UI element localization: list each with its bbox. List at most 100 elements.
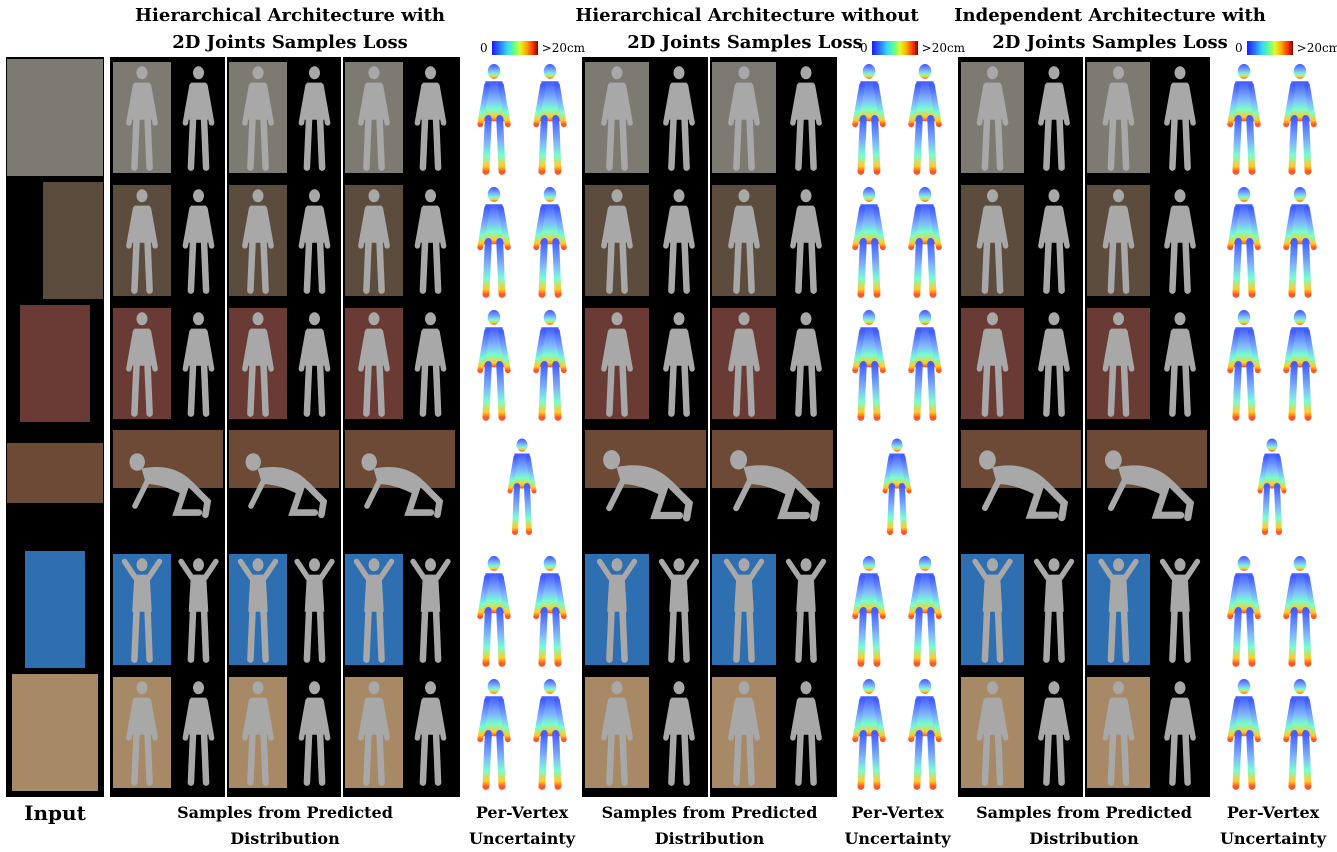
mesh-sample-side	[406, 678, 455, 787]
mesh-sample-overlay	[712, 309, 776, 418]
mesh-sample-side	[174, 555, 223, 664]
mesh-sample-overlay	[712, 434, 833, 534]
mesh-sample-overlay	[113, 309, 171, 418]
mesh-sample-overlay	[113, 434, 223, 534]
sample-separator	[225, 57, 227, 797]
mesh-sample-overlay	[1087, 63, 1150, 172]
footer-pervertex-c: Per-Vertex Uncertainty	[1212, 800, 1334, 852]
uncertainty-mesh-front	[843, 676, 895, 791]
mesh-sample-overlay	[961, 309, 1024, 418]
mesh-sample-overlay	[229, 309, 287, 418]
mesh-sample-overlay	[229, 63, 287, 172]
uncertainty-mesh-front	[843, 61, 895, 176]
mesh-sample-overlay	[345, 434, 455, 534]
uncertainty-mesh-side	[524, 676, 576, 791]
mesh-sample-side	[1153, 186, 1207, 295]
uncertainty-mesh-front	[843, 553, 895, 668]
mesh-sample-side	[174, 309, 223, 418]
mesh-sample-overlay	[1087, 555, 1150, 664]
uncertainty-mesh-front	[843, 184, 895, 299]
mesh-sample-overlay	[712, 555, 776, 664]
header-c-line2: 2D Joints Samples Loss	[992, 32, 1228, 53]
uncertainty-mesh-front	[1218, 553, 1270, 668]
footer-pervertex-a: Per-Vertex Uncertainty	[462, 800, 582, 852]
footer-pervertex-b-line1: Per-Vertex	[851, 803, 944, 822]
footer-samples-c-line2: Distribution	[1029, 829, 1139, 848]
header-b-line2: 2D Joints Samples Loss	[627, 32, 863, 53]
header-a-line2: 2D Joints Samples Loss	[172, 32, 408, 53]
mesh-sample-overlay	[961, 186, 1024, 295]
mesh-sample-overlay	[113, 63, 171, 172]
colorbar-max-label: >20cm	[1296, 41, 1337, 55]
colorbar-min-label: 0	[860, 41, 868, 55]
mesh-sample-side	[406, 186, 455, 295]
footer-pervertex-a-line2: Uncertainty	[468, 829, 576, 848]
mesh-sample-overlay	[229, 434, 339, 534]
footer-pervertex-c-line2: Uncertainty	[1219, 829, 1327, 848]
mesh-sample-overlay	[229, 678, 287, 787]
footer-input: Input	[24, 801, 86, 825]
uncertainty-mesh-front	[1218, 676, 1270, 791]
mesh-sample-overlay	[345, 63, 403, 172]
footer-samples-b: Samples from Predicted Distribution	[582, 800, 837, 852]
mesh-sample-side	[174, 678, 223, 787]
footer-samples-b-line1: Samples from Predicted	[601, 803, 818, 822]
mesh-sample-overlay	[585, 63, 649, 172]
colorbar-gradient	[491, 41, 538, 55]
footer-pervertex-c-line1: Per-Vertex	[1226, 803, 1320, 822]
uncertainty-mesh	[482, 436, 562, 536]
mesh-sample-side	[1027, 555, 1081, 664]
mesh-sample-overlay	[585, 309, 649, 418]
mesh-sample-side	[174, 63, 223, 172]
mesh-sample-overlay	[961, 555, 1024, 664]
mesh-sample-side	[406, 63, 455, 172]
mesh-sample-overlay	[585, 186, 649, 295]
footer-pervertex-b-line2: Uncertainty	[844, 829, 951, 848]
mesh-sample-overlay	[961, 434, 1081, 534]
uncertainty-mesh-side	[1274, 307, 1326, 422]
mesh-sample-overlay	[345, 555, 403, 664]
header-c-line1: Independent Architecture with	[954, 5, 1266, 26]
mesh-sample-overlay	[1087, 678, 1150, 787]
footer-pervertex-b: Per-Vertex Uncertainty	[837, 800, 958, 852]
mesh-sample-side	[652, 555, 706, 664]
footer-samples-b-line2: Distribution	[654, 829, 765, 848]
uncertainty-mesh-front	[843, 307, 895, 422]
mesh-sample-side	[652, 186, 706, 295]
mesh-sample-side	[290, 555, 339, 664]
uncertainty-mesh-front	[1218, 307, 1270, 422]
mesh-sample-side	[779, 309, 833, 418]
mesh-sample-overlay	[345, 186, 403, 295]
input-photo	[7, 59, 103, 176]
footer-samples-a-line2: Distribution	[230, 829, 340, 848]
input-photo	[43, 182, 103, 299]
mesh-sample-side	[406, 555, 455, 664]
uncertainty-mesh	[1232, 436, 1312, 536]
colorbar-a: 0 >20cm	[480, 39, 585, 57]
uncertainty-mesh-side	[899, 676, 951, 791]
mesh-sample-overlay	[585, 555, 649, 664]
input-photo	[25, 551, 85, 668]
colorbar-max-label: >20cm	[541, 41, 586, 55]
footer-pervertex-a-line1: Per-Vertex	[475, 803, 569, 822]
footer-samples-a: Samples from Predicted Distribution	[110, 800, 460, 852]
mesh-sample-side	[406, 309, 455, 418]
uncertainty-mesh-front	[468, 676, 520, 791]
input-photo	[12, 674, 98, 791]
uncertainty-mesh-side	[524, 553, 576, 668]
input-photo	[7, 443, 103, 503]
mesh-sample-overlay	[961, 678, 1024, 787]
uncertainty-mesh-side	[899, 61, 951, 176]
mesh-sample-overlay	[961, 63, 1024, 172]
mesh-sample-side	[779, 555, 833, 664]
mesh-sample-side	[1153, 678, 1207, 787]
colorbar-min-label: 0	[1235, 41, 1243, 55]
mesh-sample-overlay	[113, 678, 171, 787]
uncertainty-mesh-front	[1218, 184, 1270, 299]
mesh-sample-overlay	[712, 678, 776, 787]
mesh-sample-side	[652, 309, 706, 418]
mesh-sample-overlay	[712, 63, 776, 172]
mesh-sample-overlay	[712, 186, 776, 295]
mesh-sample-overlay	[345, 309, 403, 418]
sample-separator	[1083, 57, 1085, 797]
